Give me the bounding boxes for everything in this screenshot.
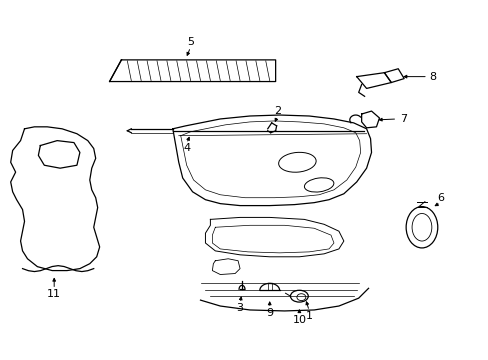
Ellipse shape [411,213,431,241]
Text: 8: 8 [428,72,435,82]
Text: 11: 11 [47,289,61,299]
Text: 5: 5 [187,37,194,47]
Text: 9: 9 [265,308,273,318]
Text: 2: 2 [273,106,281,116]
Ellipse shape [296,294,305,301]
Text: 3: 3 [236,303,243,313]
Text: 4: 4 [183,144,190,153]
Ellipse shape [278,152,315,172]
Ellipse shape [406,207,437,248]
Text: 10: 10 [292,315,306,325]
Ellipse shape [290,290,307,302]
Text: 1: 1 [305,311,312,321]
Text: 6: 6 [436,193,443,203]
Ellipse shape [304,178,333,192]
Text: 7: 7 [399,114,406,124]
